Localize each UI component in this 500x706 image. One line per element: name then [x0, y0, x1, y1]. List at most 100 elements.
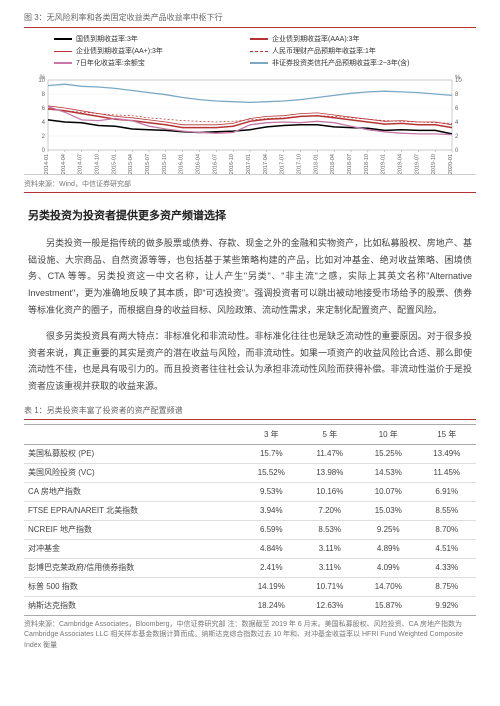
svg-text:2014-04: 2014-04: [61, 154, 67, 174]
svg-text:2018-10: 2018-10: [364, 154, 370, 174]
table-header: 5 年: [301, 424, 359, 444]
legend-swatch: [54, 51, 72, 52]
legend-item: 非证券投资类信托产品预期收益率:2~3年(含): [250, 58, 446, 68]
table-cell: 3.11%: [301, 558, 359, 577]
svg-text:2015-07: 2015-07: [145, 154, 151, 174]
svg-text:%: %: [455, 75, 461, 81]
legend-swatch: [250, 51, 268, 52]
table-cell: 8.55%: [418, 501, 477, 520]
table-cell: 10.16%: [301, 482, 359, 501]
table-cell: 4.89%: [359, 539, 417, 558]
chart-title: 图 3：无风险利率和各类固定收益类产品收益率中枢下行: [24, 12, 476, 28]
legend-item: 企业债到期收益率(AA+):3年: [54, 46, 250, 56]
table-header: [24, 424, 242, 444]
table-row: 美国风险投资 (VC)15.52%13.98%14.53%11.45%: [24, 463, 476, 482]
legend-label: 7日年化收益率:余额宝: [76, 58, 145, 68]
table-cell: 8.75%: [418, 577, 477, 596]
table-row: 美国私募股权 (PE)15.7%11.47%15.25%13.49%: [24, 444, 476, 463]
table-row: CA 房地产指数9.53%10.16%10.07%6.91%: [24, 482, 476, 501]
table-cell: 9.53%: [242, 482, 300, 501]
svg-text:0: 0: [455, 148, 459, 154]
legend-label: 非证券投资类信托产品预期收益率:2~3年(含): [272, 58, 409, 68]
svg-text:2018-04: 2018-04: [330, 154, 336, 174]
table-cell: 彭博巴克莱政府/信用债券指数: [24, 558, 242, 577]
svg-text:2: 2: [42, 134, 46, 140]
table-cell: 11.47%: [301, 444, 359, 463]
legend-swatch: [250, 38, 268, 40]
svg-text:2019-01: 2019-01: [381, 154, 387, 174]
svg-text:2019-07: 2019-07: [414, 154, 420, 174]
table-cell: 4.84%: [242, 539, 300, 558]
table-cell: 15.7%: [242, 444, 300, 463]
svg-text:2017-07: 2017-07: [280, 154, 286, 174]
svg-text:2019-10: 2019-10: [431, 154, 437, 174]
table-cell: 纳斯达克指数: [24, 596, 242, 615]
svg-text:2018-07: 2018-07: [347, 154, 353, 174]
svg-text:2015-01: 2015-01: [111, 154, 117, 174]
svg-text:2: 2: [455, 134, 459, 140]
legend-label: 国债到期收益率:3年: [76, 34, 138, 44]
table-cell: 9.92%: [418, 596, 477, 615]
paragraph-1: 另类投资一般是指传统的做多股票或债券、存款、现金之外的金融和实物资产，比如私募股…: [28, 235, 472, 318]
table-row: 对冲基金4.84%3.11%4.89%4.51%: [24, 539, 476, 558]
table-cell: 2.41%: [242, 558, 300, 577]
svg-text:2017-01: 2017-01: [246, 154, 252, 174]
table-row: NCREIF 地产指数6.59%8.53%9.25%8.70%: [24, 520, 476, 539]
returns-table: 3 年5 年10 年15 年 美国私募股权 (PE)15.7%11.47%15.…: [24, 424, 476, 616]
chart-source: 资料来源：Wind，中信证券研究部: [24, 174, 476, 193]
table-cell: FTSE EPRA/NAREIT 北美指数: [24, 501, 242, 520]
table-cell: 8.53%: [301, 520, 359, 539]
section-heading: 另类投资为投资者提供更多资产频谱选择: [28, 207, 472, 223]
line-chart: 00224466881010%%2014-012014-042014-07201…: [24, 74, 476, 174]
table-cell: 美国私募股权 (PE): [24, 444, 242, 463]
legend-item: 国债到期收益率:3年: [54, 34, 250, 44]
table-footnote: 资料来源：Cambridge Associates，Bloomberg，中信证券…: [24, 620, 476, 652]
table-cell: 13.49%: [418, 444, 477, 463]
table-cell: 3.11%: [301, 539, 359, 558]
table-cell: 10.07%: [359, 482, 417, 501]
svg-text:4: 4: [42, 120, 46, 126]
chart-section: 图 3：无风险利率和各类固定收益类产品收益率中枢下行 国债到期收益率:3年企业债…: [24, 12, 476, 193]
svg-text:2016-10: 2016-10: [229, 154, 235, 174]
table-row: FTSE EPRA/NAREIT 北美指数3.94%7.20%15.03%8.5…: [24, 501, 476, 520]
table-row: 彭博巴克莱政府/信用债券指数2.41%3.11%4.09%4.33%: [24, 558, 476, 577]
svg-text:2014-10: 2014-10: [95, 154, 101, 174]
table-cell: 6.59%: [242, 520, 300, 539]
table-cell: CA 房地产指数: [24, 482, 242, 501]
table-cell: 4.09%: [359, 558, 417, 577]
table-cell: 15.25%: [359, 444, 417, 463]
table-cell: 15.52%: [242, 463, 300, 482]
legend-item: 企业债到期收益率(AAA):3年: [250, 34, 446, 44]
paragraph-2: 很多另类投资具有两大特点：非标准化和非流动性。非标准化往往也是缺乏流动性的重要原…: [28, 328, 472, 395]
table-cell: 14.19%: [242, 577, 300, 596]
table-cell: 美国风险投资 (VC): [24, 463, 242, 482]
table-cell: 14.70%: [359, 577, 417, 596]
svg-text:2015-04: 2015-04: [128, 154, 134, 174]
table-cell: 15.87%: [359, 596, 417, 615]
table-cell: 8.70%: [418, 520, 477, 539]
chart-area: 00224466881010%%2014-012014-042014-07201…: [24, 74, 476, 174]
svg-text:0: 0: [42, 148, 46, 154]
table-cell: 10.71%: [301, 577, 359, 596]
legend-swatch: [54, 38, 72, 40]
svg-text:2016-07: 2016-07: [212, 154, 218, 174]
table-cell: 标普 500 指数: [24, 577, 242, 596]
svg-text:2020-01: 2020-01: [448, 154, 454, 174]
table-header: 10 年: [359, 424, 417, 444]
table-section: 表 1：另类投资丰富了投资者的资产配置频谱 3 年5 年10 年15 年 美国私…: [24, 405, 476, 652]
legend-swatch: [250, 62, 268, 64]
table-cell: 9.25%: [359, 520, 417, 539]
table-title: 表 1：另类投资丰富了投资者的资产配置频谱: [24, 405, 476, 420]
table-cell: 3.94%: [242, 501, 300, 520]
svg-text:4: 4: [455, 120, 459, 126]
body-section: 另类投资为投资者提供更多资产频谱选择 另类投资一般是指传统的做多股票或债券、存款…: [24, 207, 476, 395]
svg-text:8: 8: [455, 92, 459, 98]
table-header: 15 年: [418, 424, 477, 444]
table-cell: 对冲基金: [24, 539, 242, 558]
svg-text:%: %: [40, 75, 46, 81]
svg-text:2018-01: 2018-01: [313, 154, 319, 174]
table-cell: 13.98%: [301, 463, 359, 482]
table-cell: 11.45%: [418, 463, 477, 482]
svg-text:2014-01: 2014-01: [44, 154, 50, 174]
svg-text:2016-01: 2016-01: [179, 154, 185, 174]
